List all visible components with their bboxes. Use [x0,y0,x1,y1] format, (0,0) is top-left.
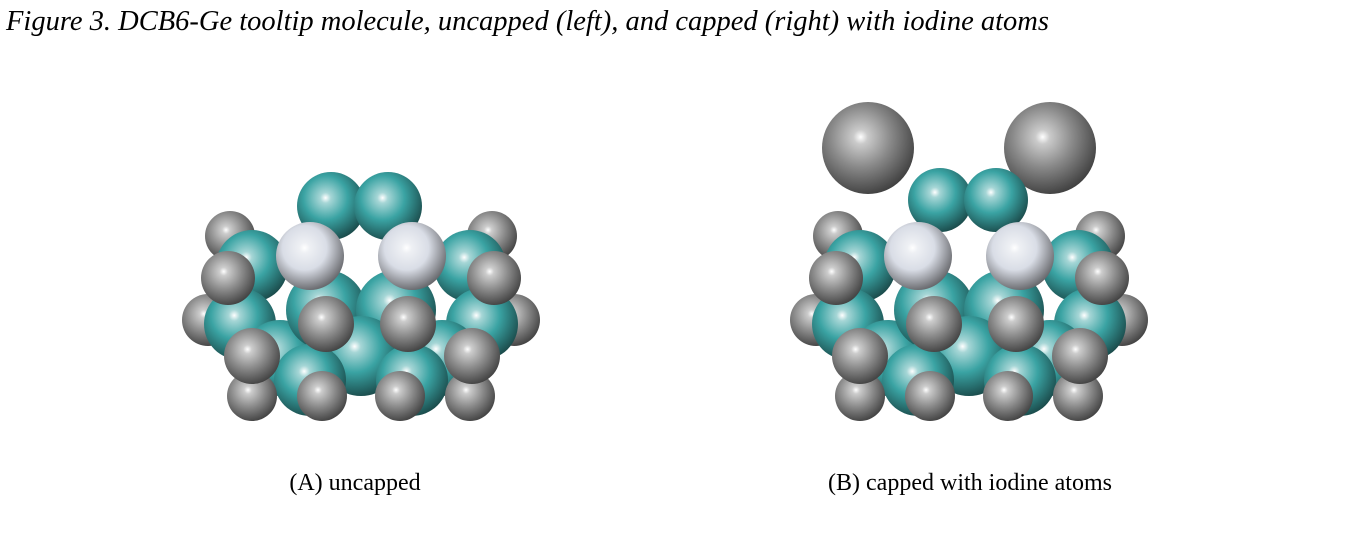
hydrogen-atom [201,251,255,305]
germanium-atom [884,222,952,290]
hydrogen-atom [224,328,280,384]
molecule-capped-svg [790,102,1148,421]
germanium-atom [276,222,344,290]
hydrogen-atom [467,251,521,305]
hydrogen-atom [809,251,863,305]
carbon-atom [964,168,1028,232]
caption-capped: (B) capped with iodine atoms [828,470,1112,496]
germanium-atom [378,222,446,290]
hydrogen-atom [983,371,1033,421]
hydrogen-atom [1052,328,1108,384]
hydrogen-atom [1053,371,1103,421]
caption-uncapped: (A) uncapped [289,470,421,496]
molecule-uncapped-svg [182,172,540,421]
hydrogen-atom [298,296,354,352]
molecule-image-uncapped [140,88,580,448]
hydrogen-atom [832,328,888,384]
iodine-atom [1004,102,1096,194]
hydrogen-atom [444,328,500,384]
hydrogen-atom [835,371,885,421]
iodine-atom [822,102,914,194]
hydrogen-atom [380,296,436,352]
hydrogen-atom [227,371,277,421]
hydrogen-atom [906,296,962,352]
figure-title: Figure 3. DCB6-Ge tooltip molecule, unca… [6,6,1049,37]
hydrogen-atom [988,296,1044,352]
hydrogen-atom [445,371,495,421]
hydrogen-atom [1075,251,1129,305]
germanium-atom [986,222,1054,290]
hydrogen-atom [375,371,425,421]
hydrogen-atom [905,371,955,421]
hydrogen-atom [297,371,347,421]
carbon-atom [908,168,972,232]
molecule-image-capped [748,88,1188,448]
